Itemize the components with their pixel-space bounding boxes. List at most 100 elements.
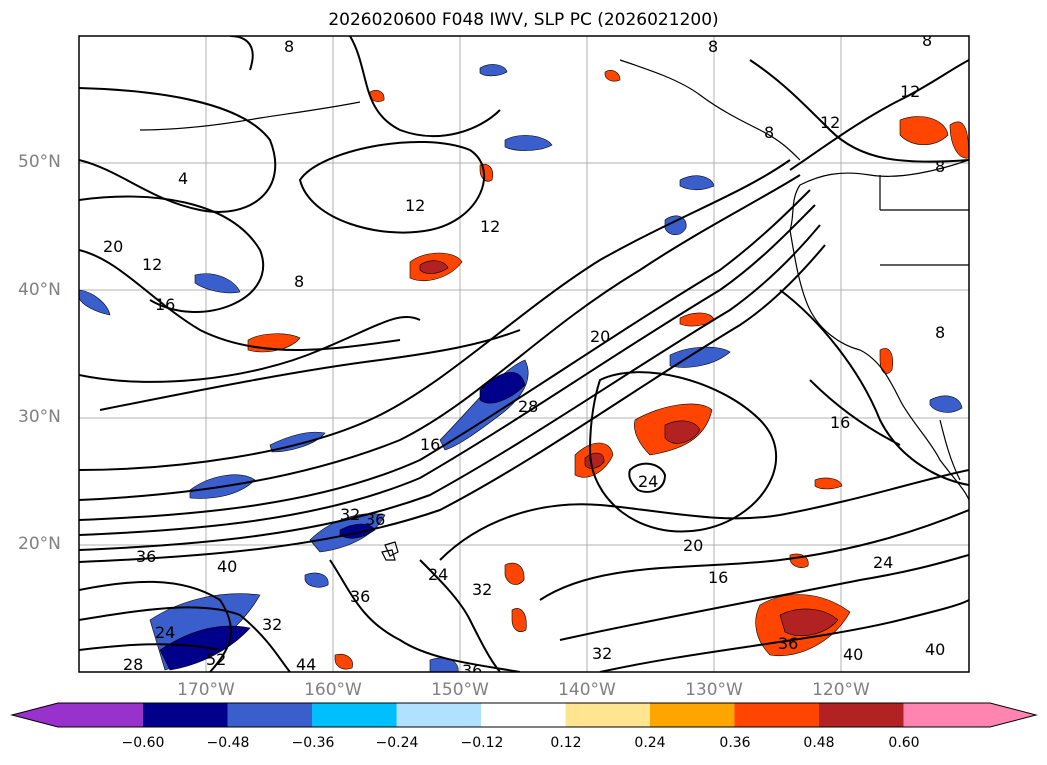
positive-patch bbox=[879, 348, 893, 374]
contour-label: 8 bbox=[284, 37, 294, 56]
negative-patch bbox=[929, 395, 963, 413]
contour-label: 36 bbox=[136, 547, 156, 566]
contour-label: 52 bbox=[206, 650, 226, 669]
contour-label: 8 bbox=[922, 31, 932, 50]
positive-patch bbox=[419, 260, 449, 274]
colorbar-tick: −0.24 bbox=[375, 735, 419, 751]
negative-patch bbox=[664, 215, 687, 236]
contour-label: 40 bbox=[925, 640, 945, 659]
lon-label-140w: 140°W bbox=[558, 680, 616, 700]
coastlines bbox=[139, 59, 969, 501]
lon-label-160w: 160°W bbox=[304, 680, 362, 700]
colorbar-segment bbox=[734, 703, 820, 727]
contour-label: 36 bbox=[350, 587, 370, 606]
lon-label-170w: 170°W bbox=[177, 680, 235, 700]
contour-label: 12 bbox=[142, 255, 162, 274]
positive-patch bbox=[899, 116, 949, 146]
gridlines bbox=[79, 36, 969, 672]
contour-label: 36 bbox=[462, 661, 482, 680]
lat-label-20n: 20°N bbox=[18, 534, 61, 554]
contour-label: 4 bbox=[178, 169, 188, 188]
negative-patch bbox=[304, 572, 329, 588]
contour-label: 28 bbox=[518, 397, 538, 416]
colorbar-segment bbox=[12, 703, 143, 727]
colorbar-segment bbox=[650, 703, 735, 727]
colorbar-tick: 0.36 bbox=[719, 735, 751, 751]
negative-patch bbox=[479, 64, 508, 77]
contour-label: 32 bbox=[262, 615, 282, 634]
positive-patch bbox=[779, 608, 839, 636]
lat-label-40n: 40°N bbox=[18, 280, 61, 300]
lon-label-130w: 130°W bbox=[685, 680, 743, 700]
negative-patch bbox=[479, 371, 526, 404]
contour-label: 16 bbox=[830, 413, 850, 432]
negative-patch bbox=[504, 135, 553, 151]
positive-patch bbox=[334, 653, 353, 670]
colorbar-segment bbox=[312, 703, 397, 727]
contour-label: 8 bbox=[708, 37, 718, 56]
contour-label: 28 bbox=[123, 655, 143, 674]
colorbar-segment bbox=[227, 703, 313, 727]
positive-patch bbox=[949, 121, 969, 159]
map-frame bbox=[78, 35, 970, 673]
contour-label: 24 bbox=[155, 623, 175, 642]
lat-label-30n: 30°N bbox=[18, 407, 61, 427]
positive-patch bbox=[604, 70, 621, 82]
map-title: 2026020600 F048 IWV, SLP PC (2026021200) bbox=[328, 10, 719, 30]
contour-label: 8 bbox=[764, 123, 774, 142]
contour-label: 8 bbox=[294, 272, 304, 291]
contour-label: 36 bbox=[365, 510, 385, 529]
colorbar bbox=[10, 702, 1038, 728]
contour-label: 40 bbox=[217, 557, 237, 576]
contour-label: 20 bbox=[103, 237, 123, 256]
colorbar-tick: 0.12 bbox=[550, 735, 582, 751]
contour-label: 8 bbox=[935, 157, 945, 176]
contour-label: 8 bbox=[935, 323, 945, 342]
contour-label: 44 bbox=[296, 655, 316, 674]
contour-label: 36 bbox=[778, 634, 798, 653]
colorbar-tick: 0.48 bbox=[803, 735, 835, 751]
contour-label: 12 bbox=[820, 113, 840, 132]
contour-label: 24 bbox=[428, 565, 448, 584]
colorbar-tick: 0.60 bbox=[888, 735, 920, 751]
colorbar-tick: 0.24 bbox=[634, 735, 666, 751]
contour-label: 20 bbox=[683, 536, 703, 555]
colorbar-segment bbox=[143, 703, 228, 727]
map-panel: 8 8 12 12 12 8 12 8 8 20 12 16 8 20 16 2… bbox=[78, 31, 970, 680]
contour-label: 32 bbox=[592, 644, 612, 663]
colorbar-segment bbox=[565, 703, 651, 727]
positive-patch bbox=[814, 477, 843, 490]
contour-label: 32 bbox=[472, 580, 492, 599]
contour-label: 40 bbox=[843, 645, 863, 664]
contour-label: 24 bbox=[638, 472, 658, 491]
contour-label: 20 bbox=[590, 327, 610, 346]
negative-patch bbox=[429, 657, 459, 672]
colorbar-tick: −0.60 bbox=[121, 735, 165, 751]
colorbar-tick: −0.12 bbox=[460, 735, 504, 751]
colorbar-segment bbox=[903, 703, 1036, 727]
contour-label: 12 bbox=[480, 217, 500, 236]
contour-label: 12 bbox=[900, 82, 920, 101]
contour-label: 16 bbox=[708, 568, 728, 587]
lat-label-50n: 50°N bbox=[18, 152, 61, 172]
negative-patch bbox=[679, 175, 715, 191]
positive-patch bbox=[664, 420, 701, 444]
contour-label: 16 bbox=[420, 435, 440, 454]
colorbar-segment bbox=[819, 703, 904, 727]
positive-patch bbox=[511, 608, 527, 632]
hawaii-islands bbox=[381, 541, 399, 561]
positive-patch bbox=[504, 562, 525, 585]
contour-labels: 8 8 12 12 12 8 12 8 8 20 12 16 8 20 16 2… bbox=[103, 31, 945, 680]
colorbar-tick: −0.36 bbox=[291, 735, 335, 751]
colorbar-tick: −0.48 bbox=[206, 735, 250, 751]
negative-patch bbox=[669, 346, 731, 368]
contour-label: 12 bbox=[405, 196, 425, 215]
contour-label: 24 bbox=[873, 553, 893, 572]
contour-label: 32 bbox=[340, 505, 360, 524]
lon-label-150w: 150°W bbox=[431, 680, 489, 700]
lon-label-120w: 120°W bbox=[812, 680, 870, 700]
slp-contours bbox=[79, 36, 969, 672]
colorbar-segment bbox=[396, 703, 482, 727]
negative-patch bbox=[79, 289, 111, 316]
contour-label: 16 bbox=[155, 295, 175, 314]
